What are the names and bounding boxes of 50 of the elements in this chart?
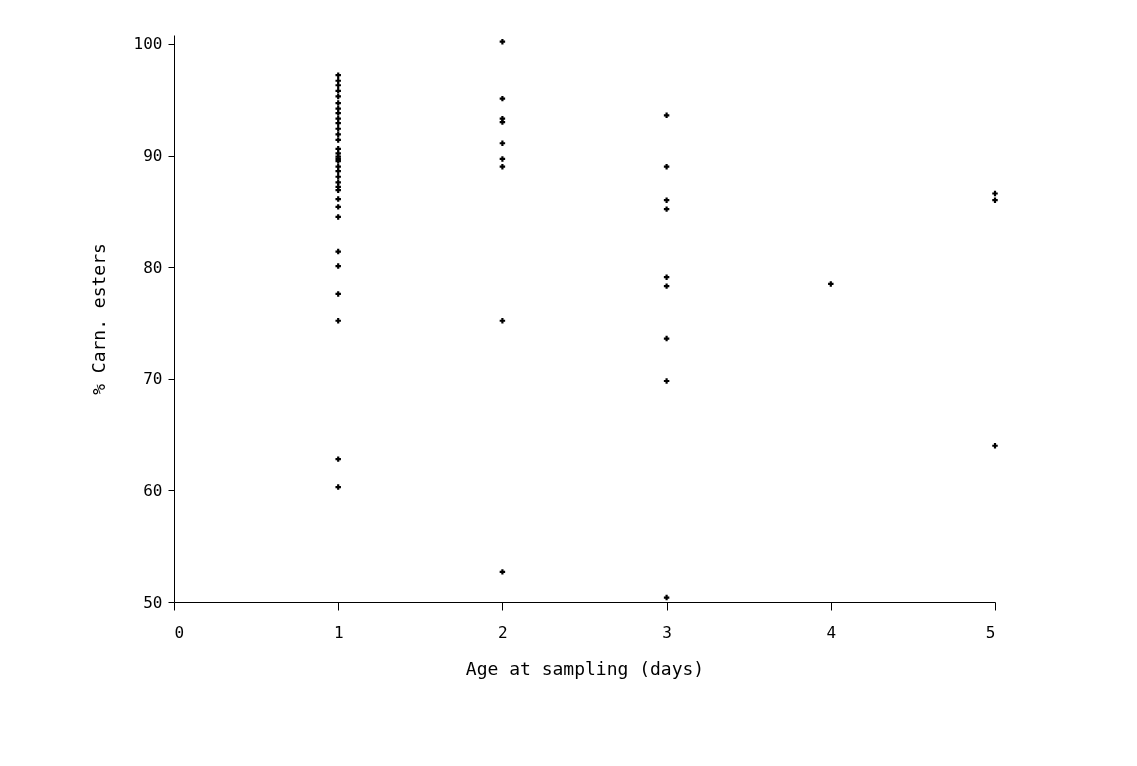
point <box>335 456 341 462</box>
point <box>499 119 506 125</box>
point <box>663 378 670 384</box>
x-tick-label: 4 <box>826 622 837 642</box>
point <box>335 196 341 202</box>
y-tick-label: 50 <box>143 592 163 612</box>
point <box>335 131 341 138</box>
point <box>828 281 834 287</box>
point <box>663 594 670 601</box>
point <box>992 443 998 449</box>
x-tick-label: 5 <box>985 622 996 642</box>
point <box>335 174 341 180</box>
x-tick-label: 3 <box>662 622 672 642</box>
point <box>663 274 670 280</box>
point <box>335 248 341 255</box>
point <box>499 569 506 575</box>
y-tick-label: 70 <box>143 369 163 389</box>
point <box>335 291 341 297</box>
point <box>663 197 670 203</box>
point <box>992 197 998 203</box>
point <box>663 335 670 342</box>
x-tick-label: 1 <box>333 622 344 642</box>
point <box>335 214 341 220</box>
point <box>335 110 341 116</box>
point <box>663 283 670 289</box>
point <box>335 204 341 210</box>
point <box>335 93 341 100</box>
y-tick-label: 60 <box>143 480 163 500</box>
point <box>335 72 341 78</box>
point <box>335 317 341 324</box>
x-tick-label: 2 <box>498 622 508 642</box>
x-tick-label: 0 <box>174 622 185 642</box>
point <box>335 126 341 132</box>
x-axis-title: Age at sampling (days) <box>465 657 705 679</box>
point <box>335 100 341 106</box>
point <box>992 190 998 197</box>
point <box>335 484 341 490</box>
point <box>335 263 341 269</box>
y-tick-label: 100 <box>133 34 163 54</box>
point <box>335 137 341 143</box>
point <box>335 146 341 152</box>
point <box>335 88 341 94</box>
y-tick-label: 90 <box>143 146 163 166</box>
point <box>335 168 341 174</box>
point <box>335 120 341 126</box>
point <box>335 82 341 88</box>
point <box>499 156 506 162</box>
y-tick-label: 80 <box>143 257 163 277</box>
point <box>663 206 670 212</box>
y-axis-title: % Carn. esters <box>87 243 109 395</box>
